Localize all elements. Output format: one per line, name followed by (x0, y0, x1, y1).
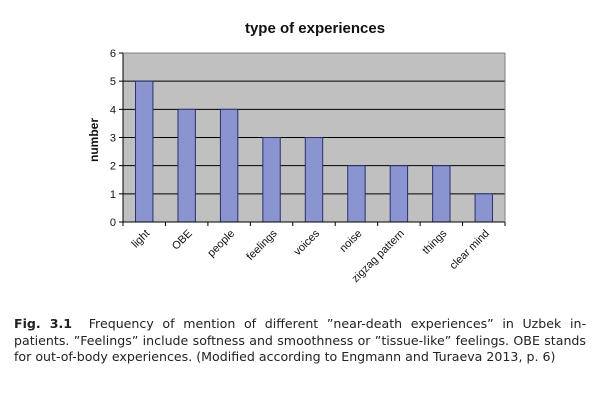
y-tick-label: 2 (110, 161, 116, 173)
caption-label: Fig. 3.1 (14, 316, 73, 331)
x-tick-label: clear mind (448, 228, 492, 272)
y-tick-label: 1 (110, 189, 116, 201)
x-tick-label: people (205, 228, 237, 260)
plot-area: 0 1 2 3 4 5 6 light OBE people feelings voices noise… (110, 48, 506, 285)
caption-text: Frequency of mention of different ”near-… (14, 316, 586, 364)
bar (262, 137, 281, 223)
y-tick-label: 4 (110, 104, 116, 116)
bar (219, 108, 239, 223)
bar-chart: type of experiences number 0 1 2 3 4 5 6 light O… (87, 20, 506, 285)
x-tick-label: feelings (244, 227, 280, 263)
bar (304, 137, 324, 223)
y-axis-label: number (87, 118, 101, 162)
bar (474, 193, 493, 223)
x-tick-label: OBE (170, 228, 195, 253)
bar (177, 108, 196, 223)
y-tick-label: 3 (110, 133, 116, 145)
x-tick-label: voices (292, 227, 323, 258)
x-tick-label: noise (337, 228, 364, 255)
y-tick-label: 0 (110, 217, 116, 229)
bar (135, 80, 154, 223)
y-tick-label: 5 (110, 76, 116, 88)
chart-title: type of experiences (245, 20, 385, 37)
bar (389, 165, 409, 223)
x-tick-label: light (130, 228, 153, 251)
figure-caption: Fig. 3.1 Frequency of mention of differe… (14, 316, 586, 366)
bar (432, 165, 451, 223)
bar (347, 165, 366, 223)
y-tick-label: 6 (110, 48, 116, 60)
x-tick-label: things (420, 227, 450, 257)
